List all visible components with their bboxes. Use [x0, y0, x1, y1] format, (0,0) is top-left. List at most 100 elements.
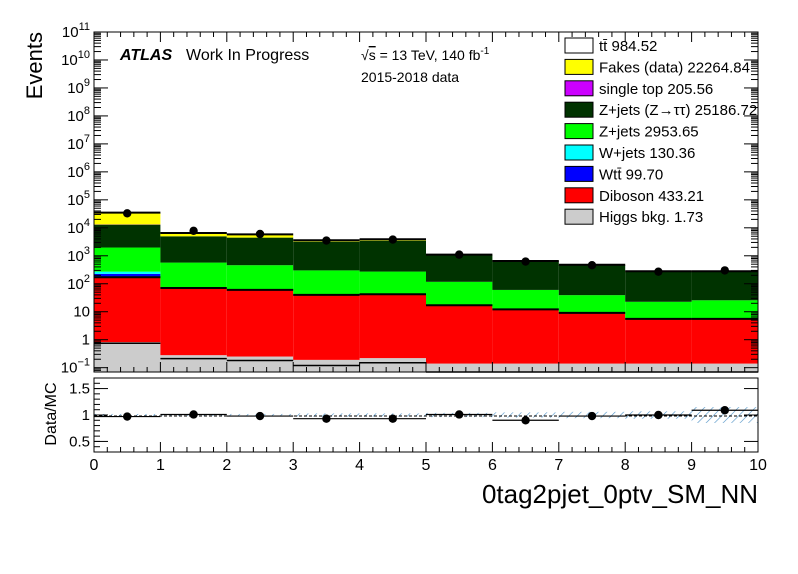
stack-bar-diboson-4 [359, 294, 426, 359]
x-tick-label-7: 7 [554, 457, 563, 474]
legend-label-0: tt̄ 984.52 [599, 38, 657, 55]
main-y-tick-label-2: 10 [73, 304, 90, 321]
data-point-4 [388, 235, 397, 244]
stack-bar-z-jets-2 [226, 265, 294, 290]
legend-swatch-4 [564, 123, 594, 140]
stack-bar-diboson-1 [160, 288, 227, 356]
stack-bar-wtt--0 [94, 273, 161, 278]
main-y-tick-exp-0: −1 [77, 357, 90, 369]
legend-swatch-7 [564, 187, 594, 204]
ratio-point-4 [388, 414, 397, 423]
main-y-tick-label-5: 104 [67, 217, 90, 237]
x-tick-label-5: 5 [422, 457, 431, 474]
main-y-tick-exp-5: 4 [84, 217, 90, 229]
stack-bar-z-jets-z--2 [226, 237, 294, 266]
stack-bar-diboson-3 [293, 294, 360, 360]
stack-bar-higgs-bkg--1 [160, 355, 227, 372]
stack-bar-higgs-bkg--4 [359, 358, 426, 372]
main-y-tick-base-3: 10 [67, 276, 84, 293]
main-y-tick-exp-4: 3 [84, 245, 90, 257]
stack-bar-z-jets-z--3 [293, 241, 360, 271]
stack-bar-diboson-9 [691, 318, 758, 364]
main-y-tick-label-6: 105 [67, 189, 90, 209]
main-y-tick-base-4: 10 [67, 248, 84, 265]
sqrt-s: s [369, 47, 376, 63]
main-y-tick-base-11: 10 [61, 52, 78, 69]
stack-bar-higgs-bkg--6 [492, 363, 559, 372]
sqrt-symbol: √ [361, 47, 369, 63]
main-y-tick-exp-7: 6 [84, 161, 90, 173]
data-points [123, 209, 729, 276]
stack-bar-z-jets-z--7 [558, 264, 626, 296]
ratio-point-9 [720, 406, 729, 415]
data-point-8 [654, 267, 663, 276]
main-y-tick-exp-9: 8 [84, 105, 90, 117]
stack-bar-diboson-7 [558, 312, 626, 364]
x-tick-label-0: 0 [90, 457, 99, 474]
ratio-point-7 [587, 411, 597, 421]
main-y-tick-base-8: 10 [67, 136, 84, 153]
x-tick-label-1: 1 [156, 457, 165, 474]
stack-bar-higgs-bkg--0 [94, 342, 161, 372]
stack-bar-diboson-2 [226, 289, 294, 357]
main-y-tick-exp-6: 5 [84, 189, 90, 201]
legend: tt̄ 984.52 Fakes (data) 22264.84 single to… [564, 37, 757, 226]
data-point-9 [720, 266, 729, 275]
data-point-5 [455, 250, 464, 259]
stack-bar-z-jets-6 [492, 289, 559, 310]
stack-bar-z-jets-z--0 [94, 224, 161, 248]
lumi-exponent: -1 [480, 46, 489, 57]
stack-bar-z-jets-z--1 [160, 236, 227, 263]
legend-label-3: Z+jets (Z→ττ) 25186.72 [599, 102, 757, 119]
ratio-x-axis: 0 1 2 3 4 5 6 7 8 9 10 [90, 442, 767, 474]
ratio-points [94, 406, 758, 425]
stack-bar-diboson-6 [492, 309, 559, 364]
main-y-tick-label-1: 1 [82, 332, 90, 349]
ratio-point-6 [521, 416, 530, 425]
legend-swatch-0 [564, 37, 594, 54]
main-y-tick-base-6: 10 [67, 192, 84, 209]
x-tick-label-4: 4 [355, 457, 364, 474]
x-tick-label-9: 9 [687, 457, 696, 474]
main-y-tick-base-9: 10 [67, 108, 84, 125]
main-y-tick-label-4: 103 [67, 245, 90, 265]
legend-label-4: Z+jets 2953.65 [599, 124, 699, 141]
ratio-point-1 [189, 410, 198, 419]
stack-bar-z-jets-z--6 [492, 261, 559, 290]
legend-swatch-6 [564, 165, 594, 182]
x-tick-label-2: 2 [222, 457, 231, 474]
stack-bar-z-jets-9 [691, 300, 758, 319]
stack-bar-higgs-bkg--9 [691, 363, 758, 372]
x-tick-label-10: 10 [749, 457, 767, 474]
legend-swatch-2 [564, 80, 594, 97]
main-y-tick-exp-10: 9 [84, 77, 90, 89]
data-point-7 [587, 261, 597, 270]
ratio-y-tick-label-2: 1.5 [69, 381, 90, 398]
ratio-point-2 [255, 411, 265, 421]
stack-bar-higgs-bkg--7 [558, 363, 626, 372]
stack-bar-z-jets-8 [625, 301, 692, 319]
stack-bar-higgs-bkg--2 [226, 356, 294, 372]
stack-bar-z-jets-4 [359, 271, 426, 295]
ratio-point-5 [455, 410, 464, 419]
ratio-point-3 [322, 414, 331, 423]
stack-bar-diboson-0 [94, 277, 161, 343]
ratio-band-bin-9 [691, 407, 758, 423]
legend-swatch-3 [564, 101, 594, 118]
stack-bar-z-jets-z--4 [359, 240, 426, 272]
main-y-tick-base-12: 10 [62, 24, 79, 41]
stack-bar-fakes-data--0 [94, 212, 161, 225]
main-y-tick-base-0: 10 [61, 360, 78, 377]
x-axis-label: 0tag2pjet_0ptv_SM_NN [482, 479, 758, 509]
legend-label-7: Diboson 433.21 [599, 188, 704, 205]
stack-bar-higgs-bkg--8 [625, 363, 692, 372]
main-y-tick-label-9: 108 [67, 105, 90, 125]
legend-swatch-1 [564, 58, 594, 75]
ratio-y-axis-label: Data/MC [43, 382, 60, 445]
main-y-tick-exp-8: 7 [84, 133, 90, 145]
x-tick-label-8: 8 [621, 457, 630, 474]
ratio-y-tick-label-1: 1 [82, 407, 90, 424]
main-y-tick-exp-12: 11 [79, 21, 90, 33]
main-y-tick-label-7: 106 [67, 161, 90, 181]
